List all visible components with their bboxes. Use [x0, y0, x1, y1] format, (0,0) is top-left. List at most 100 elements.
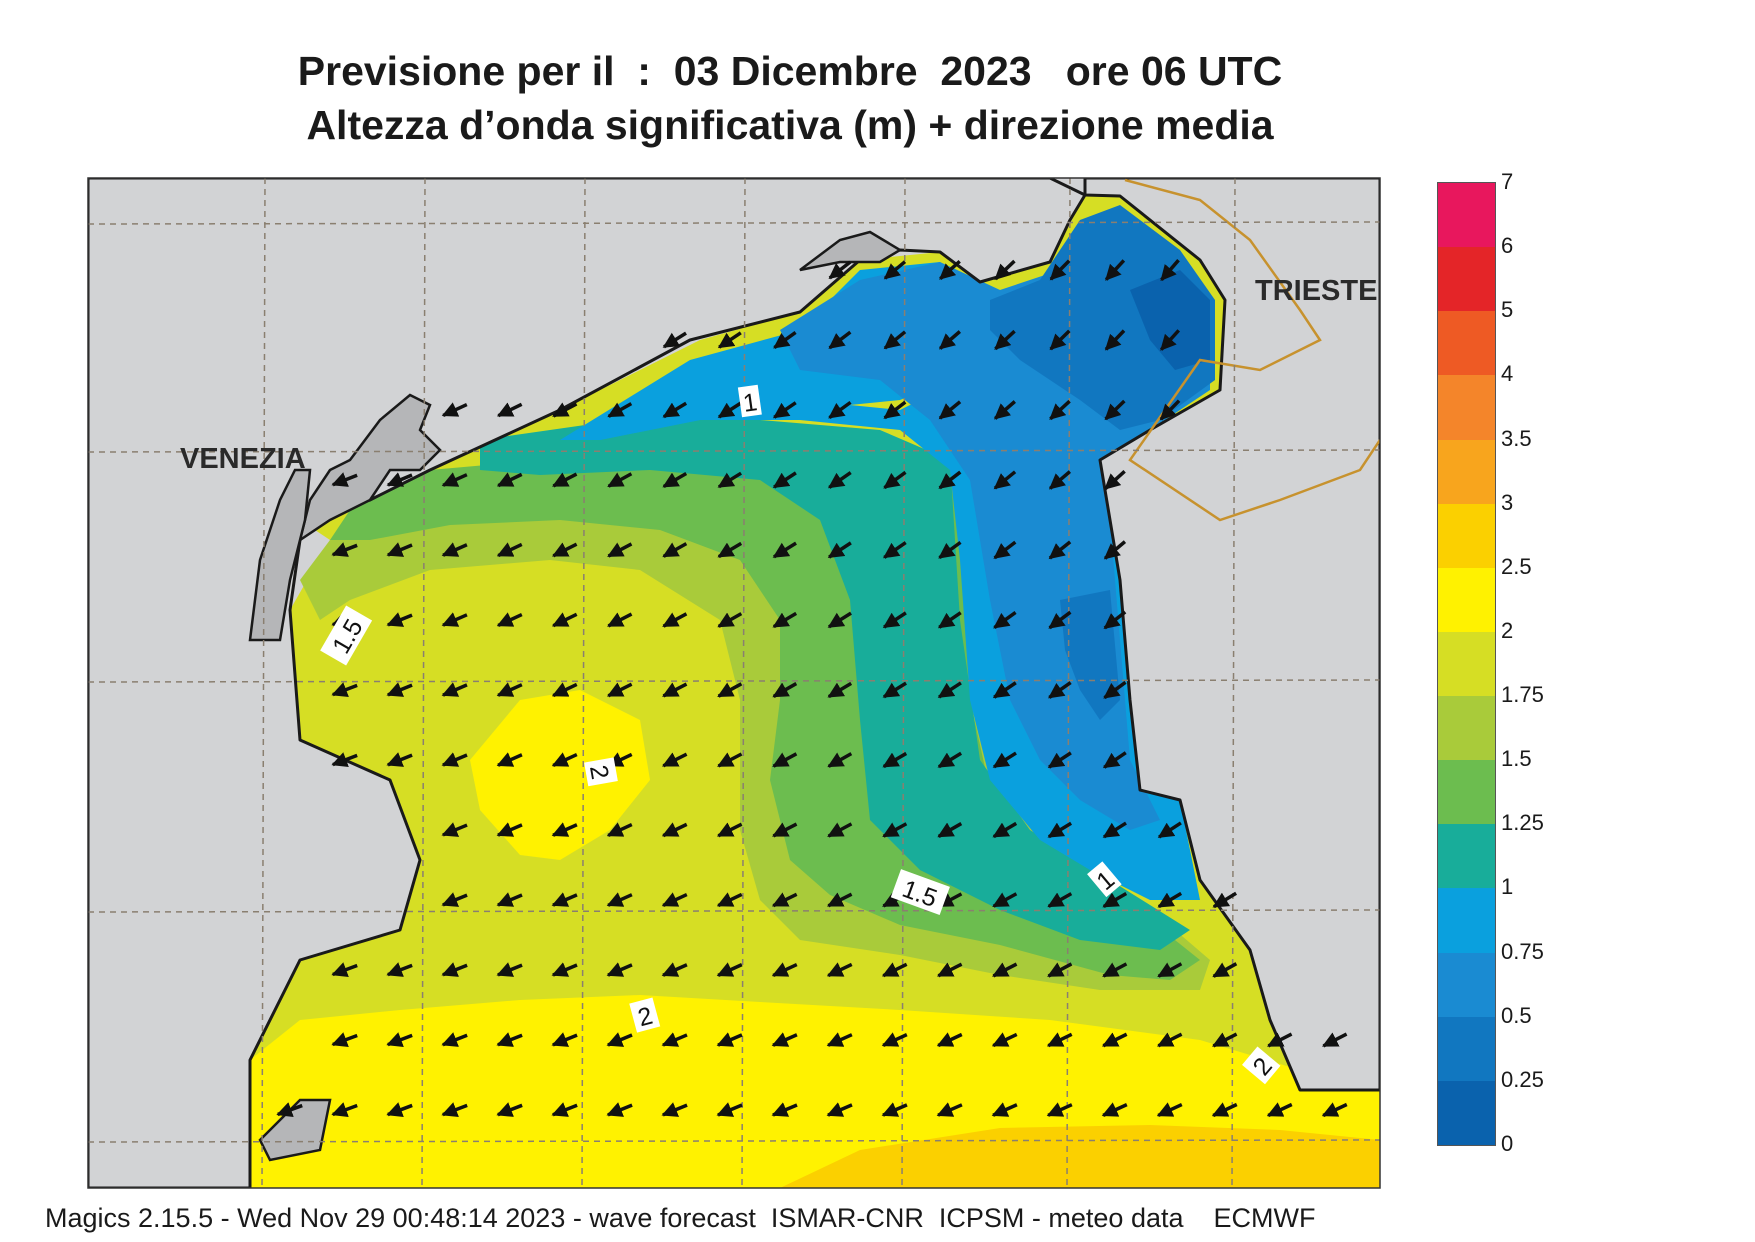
direction-arrow: [1048, 610, 1072, 630]
direction-arrow: [551, 612, 578, 628]
direction-arrow: [661, 1102, 688, 1117]
direction-arrow: [1048, 540, 1072, 560]
direction-arrow: [717, 752, 743, 768]
direction-arrow: [773, 331, 797, 349]
state-border: [1124, 178, 1380, 522]
direction-arrow: [441, 682, 468, 697]
direction-arrow: [717, 471, 742, 489]
direction-arrow: [1047, 962, 1073, 978]
colorbar-tick-label: 6: [1501, 233, 1514, 259]
sea-fill: [250, 195, 1380, 1188]
colorbar-tick-label: 2.5: [1501, 553, 1532, 579]
direction-arrow: [991, 1032, 1018, 1048]
direction-arrow: [386, 612, 413, 627]
direction-arrow: [662, 612, 688, 628]
direction-arrow: [1104, 259, 1126, 281]
direction-arrow: [881, 1102, 908, 1117]
colorbar-tick-label: 0.75: [1501, 938, 1544, 964]
colorbar-tick-label: 1.25: [1501, 810, 1544, 836]
direction-arrow: [386, 682, 413, 697]
direction-arrow: [441, 612, 468, 627]
direction-arrow: [991, 1102, 1018, 1117]
direction-arrow: [496, 752, 523, 767]
direction-arrow: [606, 1032, 633, 1047]
colorbar-swatch: [1438, 760, 1495, 825]
direction-arrow: [993, 610, 1017, 630]
direction-arrow: [496, 822, 523, 837]
direction-arrow: [1321, 1032, 1348, 1048]
direction-arrow: [1047, 892, 1073, 908]
direction-arrow: [1049, 259, 1071, 281]
direction-arrow: [331, 542, 358, 557]
direction-arrow: [661, 1032, 688, 1047]
direction-arrow: [716, 1032, 743, 1047]
direction-arrow: [496, 542, 523, 558]
colorbar-swatch: [1438, 247, 1495, 312]
direction-arrow: [496, 472, 523, 488]
direction-arrow: [331, 962, 358, 977]
direction-arrow: [827, 681, 853, 699]
direction-arrow: [1102, 751, 1127, 769]
direction-arrow: [772, 822, 798, 838]
direction-arrow: [386, 1102, 413, 1117]
direction-arrow: [551, 1032, 578, 1047]
direction-arrow: [606, 1102, 633, 1117]
direction-arrow: [551, 542, 578, 558]
direction-arrow: [607, 612, 633, 628]
colorbar-swatch: [1438, 824, 1495, 889]
direction-arrow: [496, 682, 523, 697]
direction-arrow: [993, 540, 1017, 560]
direction-arrow: [552, 402, 578, 418]
direction-arrow: [441, 962, 468, 977]
direction-arrow: [1157, 962, 1183, 978]
direction-arrow: [771, 1032, 798, 1047]
direction-arrow: [552, 472, 578, 488]
direction-arrow: [551, 752, 578, 768]
direction-arrow: [1321, 1102, 1348, 1118]
direction-arrow: [772, 682, 798, 698]
direction-arrow: [386, 962, 413, 977]
direction-arrow: [936, 962, 963, 978]
direction-arrow: [1212, 891, 1238, 909]
direction-arrow: [551, 892, 578, 907]
direction-arrow: [992, 892, 1018, 908]
direction-arrow: [331, 1102, 358, 1117]
direction-arrow: [662, 682, 688, 698]
direction-arrow: [1159, 329, 1181, 351]
direction-arrow: [881, 962, 908, 978]
direction-arrow: [994, 259, 1016, 281]
direction-arrow: [717, 682, 743, 698]
direction-arrow: [1159, 399, 1181, 421]
direction-arrow: [771, 1102, 798, 1117]
place-venezia: VENEZIA: [180, 443, 306, 475]
direction-arrow: [441, 1102, 468, 1117]
direction-arrow: [661, 822, 688, 838]
direction-arrow: [882, 751, 908, 769]
direction-arrow: [717, 541, 743, 559]
direction-arrow: [993, 470, 1017, 490]
direction-arrow: [937, 681, 962, 699]
direction-arrow: [994, 329, 1016, 351]
direction-arrow: [1103, 680, 1127, 700]
direction-arrow: [827, 541, 852, 559]
direction-arrow: [1049, 399, 1071, 421]
direction-arrow: [938, 400, 962, 420]
direction-arrow: [1157, 891, 1183, 909]
direction-arrow: [717, 331, 742, 349]
direction-arrow: [882, 681, 907, 699]
direction-arrow: [993, 400, 1016, 420]
colorbar-tick-label: 7: [1501, 169, 1514, 194]
direction-arrow: [716, 1102, 743, 1117]
direction-arrow: [551, 682, 578, 698]
colorbar-tick-label: 0.5: [1501, 1002, 1532, 1028]
direction-arrow: [662, 401, 688, 419]
direction-arrow: [883, 470, 907, 490]
direction-arrow: [938, 540, 962, 560]
direction-arrow: [716, 962, 743, 977]
direction-arrow: [1266, 1102, 1293, 1118]
direction-arrow: [826, 1102, 853, 1117]
colorbar-tick-label: 5: [1501, 297, 1514, 323]
footer-credits: Magics 2.15.5 - Wed Nov 29 00:48:14 2023…: [45, 1203, 1316, 1233]
direction-arrow: [772, 541, 797, 559]
